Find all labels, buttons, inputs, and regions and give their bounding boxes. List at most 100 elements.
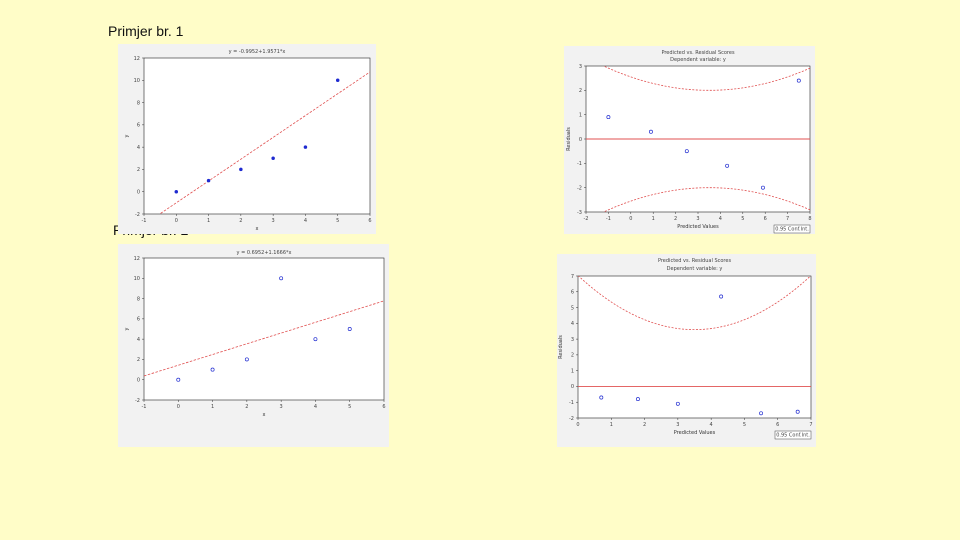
regression-chart-1: y = -0.9952+1.9571*x -1 0 1 2 3 4 5 6 -2 0 2 4 6 8 10 12… — [118, 44, 376, 234]
y-tick-label: 8 — [137, 296, 140, 302]
y-tick-label: 4 — [137, 145, 140, 151]
x-tick-label: 3 — [696, 216, 699, 222]
y-tick-label: 4 — [137, 337, 140, 343]
y-tick-label: 12 — [134, 256, 140, 262]
y-tick-label: 1 — [571, 368, 574, 374]
data-point — [335, 78, 340, 83]
data-point — [244, 357, 249, 362]
data-point — [599, 395, 604, 400]
data-point — [725, 163, 730, 168]
plot-area — [577, 275, 812, 419]
x-tick-label: -1 — [606, 216, 611, 222]
y-tick-label: 6 — [137, 123, 140, 129]
lower-confidence-band — [578, 443, 811, 447]
regression-line — [144, 300, 384, 377]
data-point — [174, 189, 179, 194]
data-point — [347, 327, 352, 331]
y-tick-label: 2 — [137, 167, 140, 173]
legend-box — [774, 430, 812, 440]
y-tick-label: 0 — [571, 384, 574, 390]
y-tick-label: -2 — [135, 398, 140, 404]
x-tick-label: 2 — [239, 218, 242, 224]
x-tick-label: 6 — [368, 218, 371, 224]
y-tick-label: 10 — [134, 276, 140, 282]
regression-chart-2: y = 0.6952+1.1666*x -1 0 1 2 3 4 5 6 -2 0 2 4 6 8 10 12 x… — [118, 244, 389, 447]
chart-title: Predicted vs. Residual Scores — [658, 258, 732, 264]
y-axis-label: y — [124, 327, 130, 330]
x-tick-label: 7 — [809, 422, 812, 428]
regression-chart-2-svg: y = 0.6952+1.1666*x-1 0 1 2 3 4 5 6-2024681012x… — [124, 250, 386, 418]
example-1-label: Primjer br. 1 — [108, 23, 184, 39]
y-axis-label: Residuals — [566, 127, 572, 151]
x-tick-label: 0 — [629, 216, 632, 222]
residual-chart-2: Predicted vs. Residual Scores Dependent v… — [557, 254, 816, 447]
x-tick-label: 4 — [304, 218, 307, 224]
x-tick-label: 5 — [348, 404, 351, 410]
y-tick-label: 2 — [579, 88, 582, 94]
x-axis-label: x — [263, 412, 266, 418]
x-tick-label: 6 — [382, 404, 385, 410]
plot-area — [143, 257, 385, 401]
x-tick-label: 2 — [674, 216, 677, 222]
y-tick-label: -2 — [569, 416, 574, 422]
data-point — [759, 411, 764, 416]
y-tick-label: 8 — [137, 100, 140, 106]
x-tick-label: 2 — [245, 404, 248, 410]
chart-title: y = 0.6952+1.1666*x — [237, 250, 292, 256]
y-tick-label: 0 — [137, 190, 140, 196]
y-tick-label: 0 — [137, 378, 140, 384]
legend-label: 0.95 Conf.Int. — [775, 227, 809, 233]
x-tick-label: 3 — [272, 218, 275, 224]
y-tick-label: 7 — [571, 274, 574, 280]
x-axis-label: x — [256, 226, 259, 232]
x-tick-label: 0 — [576, 422, 579, 428]
x-tick-label: 3 — [280, 404, 283, 410]
y-tick-label: -2 — [135, 212, 140, 218]
y-tick-label: -1 — [577, 161, 582, 167]
x-tick-label: 4 — [710, 422, 713, 428]
y-tick-label: 0 — [579, 137, 582, 143]
data-point — [649, 129, 653, 134]
y-tick-label: -3 — [577, 210, 582, 216]
x-tick-label: -1 — [142, 404, 147, 410]
data-point — [684, 149, 689, 154]
y-tick-label: -2 — [577, 185, 582, 191]
y-tick-label: -1 — [569, 400, 574, 406]
data-point — [719, 294, 724, 299]
y-tick-label: 5 — [571, 305, 574, 311]
y-tick-label: 6 — [571, 290, 574, 296]
regression-line — [158, 71, 370, 214]
residual-chart-2-svg: Predicted vs. Residual Scores Dependent v… — [558, 258, 813, 447]
y-tick-label: 1 — [579, 112, 582, 118]
data-point — [313, 337, 318, 342]
x-tick-label: 1 — [207, 218, 210, 224]
upper-confidence-band — [578, 276, 811, 331]
chart-subtitle: Dependent variable: y — [670, 57, 726, 63]
x-tick-label: 5 — [741, 216, 744, 222]
x-tick-label: 8 — [808, 216, 811, 222]
x-tick-label: 2 — [643, 422, 646, 428]
x-tick-label: -1 — [142, 218, 147, 224]
x-tick-label: 4 — [314, 404, 317, 410]
data-point — [279, 276, 284, 281]
residual-chart-1: Predicted vs. Residual Scores Dependent v… — [564, 46, 815, 234]
data-point — [303, 145, 308, 149]
x-tick-label: 6 — [776, 422, 779, 428]
y-tick-label: 10 — [134, 78, 140, 84]
data-point — [206, 178, 211, 183]
plot-area — [143, 57, 371, 215]
upper-confidence-band — [602, 66, 810, 91]
data-point — [271, 156, 275, 161]
y-tick-label: 3 — [579, 64, 582, 70]
y-axis-label: y — [124, 134, 130, 137]
x-tick-label: 6 — [764, 216, 767, 222]
data-point — [675, 401, 680, 406]
y-tick-label: 3 — [571, 337, 574, 343]
y-tick-label: 4 — [571, 321, 574, 327]
x-tick-label: 5 — [336, 218, 339, 224]
data-point — [635, 397, 640, 402]
x-tick-label: 1 — [652, 216, 655, 222]
data-point — [210, 367, 215, 372]
data-point — [606, 115, 611, 120]
